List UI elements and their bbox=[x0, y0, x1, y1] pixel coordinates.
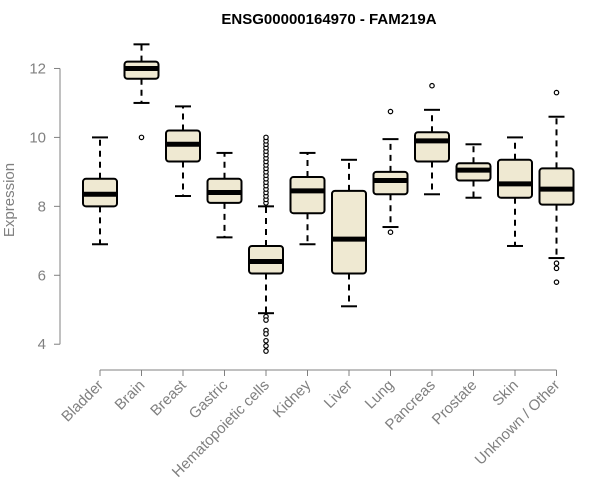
iqr-box bbox=[372, 170, 409, 196]
y-tick-label: 8 bbox=[38, 198, 46, 215]
box-pancreas bbox=[414, 82, 450, 196]
box-lung bbox=[372, 108, 409, 235]
x-tick-label: Brain bbox=[112, 377, 149, 414]
box-brain bbox=[123, 43, 160, 141]
y-axis: 4 6 8 10 12 bbox=[29, 60, 61, 353]
outlier-point bbox=[263, 134, 269, 141]
box-unknown-other bbox=[538, 89, 575, 285]
y-tick-label: 6 bbox=[38, 267, 46, 284]
box-prostate bbox=[455, 143, 492, 199]
y-axis-label: Expression bbox=[1, 163, 18, 237]
x-tick-label: Skin bbox=[489, 377, 522, 410]
outlier-point bbox=[138, 134, 145, 141]
iqr-box bbox=[538, 167, 575, 206]
box-kidney bbox=[289, 151, 326, 246]
box-gastric bbox=[206, 151, 243, 239]
box-skin bbox=[497, 136, 533, 247]
outlier-point bbox=[263, 348, 269, 354]
outlier-point bbox=[553, 89, 560, 96]
y-tick-label: 4 bbox=[38, 336, 46, 353]
x-tick-label: Liver bbox=[321, 377, 356, 412]
x-tick-label: Prostate bbox=[429, 377, 481, 429]
y-tick-label: 10 bbox=[29, 129, 46, 146]
outlier-point bbox=[553, 265, 560, 272]
outlier-point bbox=[429, 82, 435, 89]
outlier-point bbox=[553, 260, 560, 267]
x-tick-label: Lung bbox=[362, 377, 398, 413]
chart-title: ENSG00000164970 - FAM219A bbox=[221, 11, 436, 28]
x-tick-label: Bladder bbox=[58, 377, 107, 426]
outlier-point bbox=[263, 331, 269, 337]
iqr-box bbox=[414, 131, 450, 163]
outlier-point bbox=[553, 279, 560, 285]
box-hematopoietic-cells bbox=[248, 134, 284, 354]
boxes bbox=[82, 43, 575, 354]
iqr-box bbox=[289, 176, 326, 215]
outlier-point bbox=[263, 343, 269, 349]
outlier-point bbox=[263, 337, 269, 344]
outlier-point bbox=[263, 317, 269, 323]
iqr-box bbox=[497, 158, 533, 199]
x-tick-label: Breast bbox=[147, 376, 190, 419]
y-tick-label: 12 bbox=[29, 60, 46, 77]
iqr-box bbox=[331, 189, 367, 275]
box-bladder bbox=[82, 136, 118, 246]
outlier-point bbox=[387, 108, 394, 115]
x-tick-label: Kidney bbox=[270, 376, 315, 421]
outlier-point bbox=[387, 229, 394, 235]
box-liver bbox=[331, 158, 367, 308]
box-breast bbox=[165, 105, 201, 197]
